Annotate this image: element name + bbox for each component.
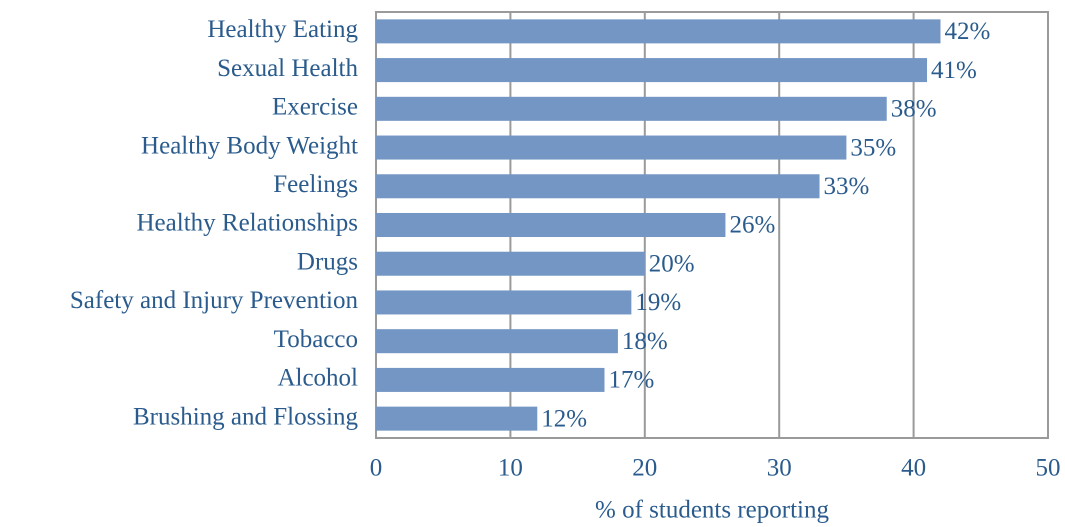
y-tick-label: Healthy Eating — [207, 16, 358, 43]
x-tick-label: 40 — [901, 455, 926, 482]
value-label: 33% — [824, 173, 870, 200]
y-tick-label: Tobacco — [274, 326, 358, 353]
y-tick-label: Alcohol — [277, 365, 358, 392]
value-label: 35% — [850, 134, 896, 161]
bar — [376, 135, 847, 160]
x-tick-label: 50 — [1036, 455, 1061, 482]
bar — [376, 329, 618, 354]
x-tick-label: 0 — [370, 455, 383, 482]
y-tick-label: Sexual Health — [217, 55, 358, 82]
value-label: 19% — [635, 289, 681, 316]
x-tick-label: 10 — [498, 455, 523, 482]
value-label: 12% — [541, 405, 587, 432]
y-tick-label: Exercise — [272, 94, 358, 121]
y-tick-label: Healthy Relationships — [137, 210, 359, 237]
y-tick-label: Feelings — [273, 171, 358, 198]
bar — [376, 406, 538, 431]
value-label: 17% — [608, 367, 654, 394]
bar — [376, 174, 820, 199]
value-label: 42% — [944, 18, 990, 45]
x-tick-label: 30 — [767, 455, 792, 482]
y-tick-label: Brushing and Flossing — [133, 403, 359, 430]
value-label: 38% — [891, 96, 937, 123]
bar — [376, 212, 726, 238]
bar — [376, 58, 928, 83]
value-label: 41% — [931, 57, 977, 84]
bar — [376, 96, 887, 121]
bar — [376, 367, 605, 392]
value-label: 18% — [622, 328, 668, 355]
x-tick-label: 20 — [632, 455, 657, 482]
value-label: 26% — [729, 212, 775, 239]
y-tick-label: Safety and Injury Prevention — [70, 287, 359, 314]
y-tick-label: Drugs — [297, 248, 358, 275]
bar — [376, 19, 941, 44]
x-axis-label: % of students reporting — [595, 497, 829, 524]
bar — [376, 290, 632, 315]
bar — [376, 251, 645, 276]
y-tick-label: Healthy Body Weight — [141, 132, 358, 159]
value-label: 20% — [649, 250, 695, 277]
